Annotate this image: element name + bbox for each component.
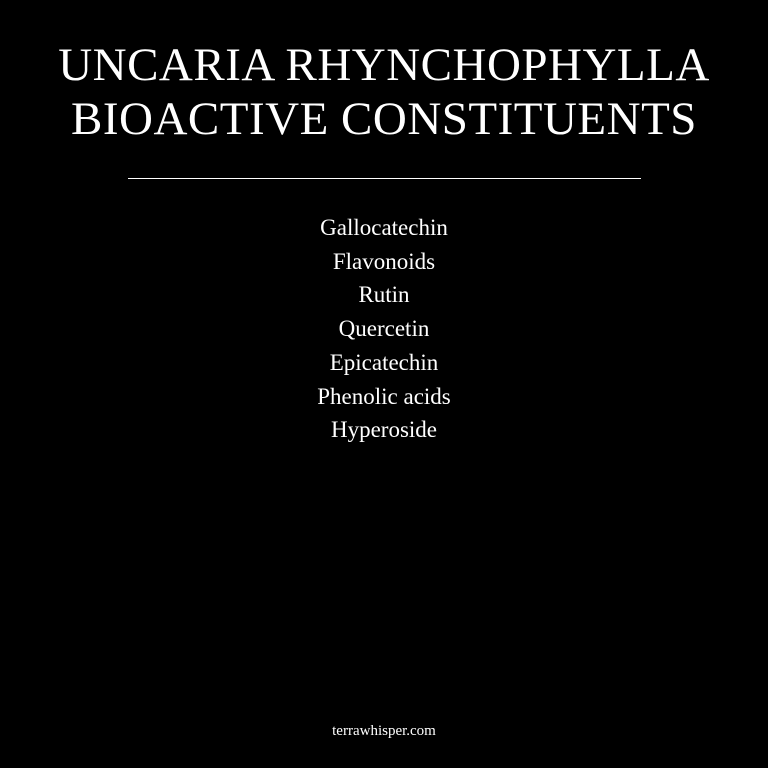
- title-divider: [128, 178, 641, 179]
- title-line-1: UNCARIA RHYNCHOPHYLLA: [58, 39, 710, 91]
- list-item: Gallocatechin: [320, 215, 448, 240]
- title-line-2: BIOACTIVE CONSTITUENTS: [71, 93, 697, 145]
- page-title: UNCARIA RHYNCHOPHYLLA BIOACTIVE CONSTITU…: [0, 38, 768, 146]
- constituent-list: Gallocatechin Flavonoids Rutin Quercetin…: [0, 211, 768, 447]
- list-item: Rutin: [358, 282, 410, 308]
- list-item: Epicatechin: [329, 349, 439, 375]
- list-item: Quercetin: [338, 316, 430, 342]
- list-item: Flavonoids: [332, 248, 436, 274]
- footer-site-credit: terrawhisper.com: [332, 723, 436, 739]
- list-item: Hyperoside: [330, 417, 438, 443]
- list-item: Phenolic acids: [317, 383, 451, 409]
